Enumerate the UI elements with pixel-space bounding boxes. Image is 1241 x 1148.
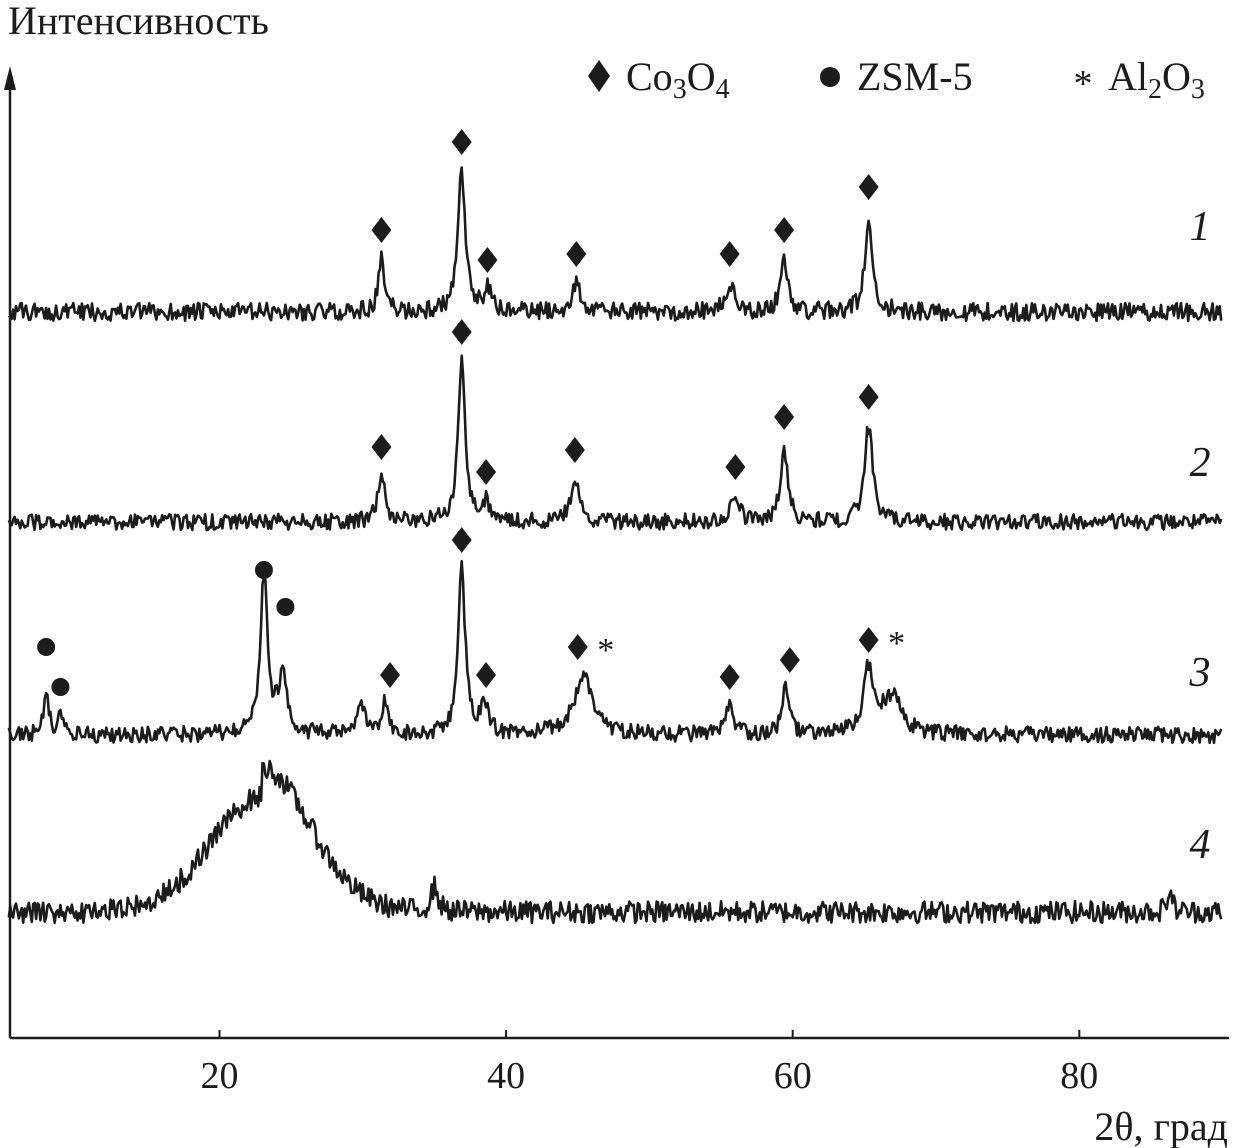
curve-label-1: 1 (1190, 204, 1211, 250)
diamond-marker (774, 404, 795, 430)
y-axis-title: Интенсивность (8, 0, 269, 43)
diamond-marker (451, 527, 472, 553)
diamond-marker (380, 662, 401, 688)
traces (7, 166, 1223, 925)
diamond-marker (779, 647, 800, 673)
curve-labels: 1 2 3 4 (1189, 204, 1211, 868)
diamond-marker (725, 454, 746, 480)
legend-label-co3o4: Co3O4 (626, 54, 730, 105)
asterisk-marker: * (888, 625, 905, 662)
x-axis-title: 2θ, град (1094, 1104, 1228, 1148)
circle-marker (254, 561, 273, 579)
asterisk-marker: * (597, 632, 614, 669)
x-tick-label: 40 (487, 1055, 525, 1097)
xrd-trace-1 (7, 166, 1223, 323)
diamond-marker (564, 437, 585, 463)
legend-asterisk-marker: * (1074, 63, 1093, 105)
peak-markers: * * (37, 129, 905, 696)
legend-item-zsm5: ZSM-5 (820, 54, 973, 99)
diamond-marker (858, 174, 879, 200)
axes: 20 40 60 80 Интенсивность 2θ, град (4, 0, 1229, 1148)
diamond-marker (371, 434, 392, 460)
xrd-trace-4 (7, 759, 1223, 925)
circle-marker (51, 678, 70, 696)
legend-item-co3o4: Co3O4 (588, 54, 730, 105)
diamond-marker (858, 384, 879, 410)
diamond-marker (476, 459, 497, 485)
curve-label-3: 3 (1189, 650, 1211, 696)
circle-marker (276, 598, 295, 616)
legend-label-al2o3: Al2O3 (1108, 54, 1205, 105)
diamond-marker (774, 217, 795, 243)
legend-label-zsm5: ZSM-5 (857, 54, 973, 99)
y-axis-arrow (4, 66, 16, 90)
legend-circle-marker (820, 67, 840, 87)
diamond-marker (476, 662, 497, 688)
x-tick-label: 80 (1060, 1055, 1098, 1097)
legend: Co3O4 ZSM-5 * Al2O3 (588, 54, 1205, 105)
circle-marker (37, 638, 56, 656)
legend-item-al2o3: * Al2O3 (1074, 54, 1205, 105)
xrd-trace-3 (7, 559, 1223, 745)
curve-label-2: 2 (1190, 440, 1211, 486)
x-tick-label: 20 (201, 1055, 239, 1097)
x-ticks: 20 40 60 80 (201, 1030, 1098, 1097)
x-tick-label: 60 (774, 1055, 812, 1097)
diamond-marker (451, 319, 472, 345)
diamond-marker (858, 627, 879, 653)
xrd-trace-2 (7, 354, 1223, 532)
diamond-marker (451, 129, 472, 155)
diamond-marker (477, 247, 498, 273)
diamond-marker (567, 634, 588, 660)
diamond-marker (371, 217, 392, 243)
curve-label-4: 4 (1190, 822, 1211, 868)
diamond-marker (566, 241, 587, 267)
diamond-marker (719, 664, 740, 690)
diamond-marker (719, 241, 740, 267)
legend-diamond-marker (588, 60, 610, 92)
